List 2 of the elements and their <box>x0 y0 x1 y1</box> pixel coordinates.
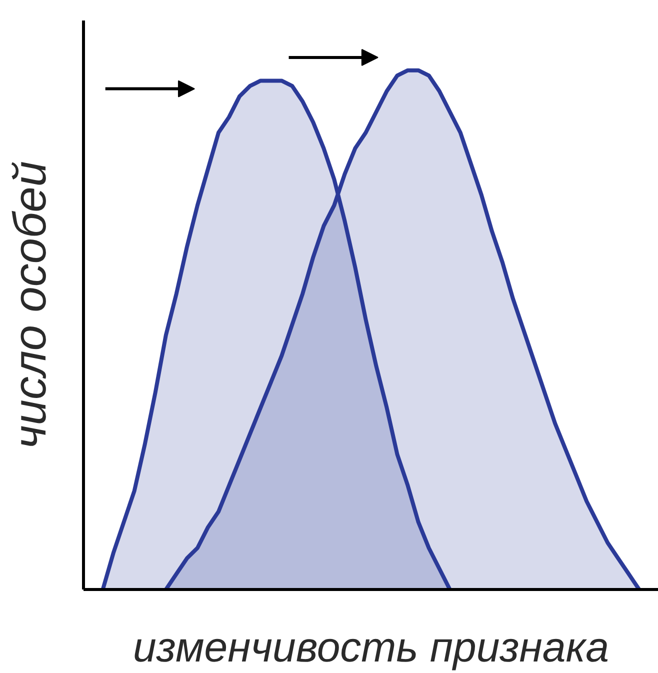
x-axis-title: изменчивость признака <box>133 624 609 670</box>
y-axis-title: число особей <box>4 161 56 449</box>
